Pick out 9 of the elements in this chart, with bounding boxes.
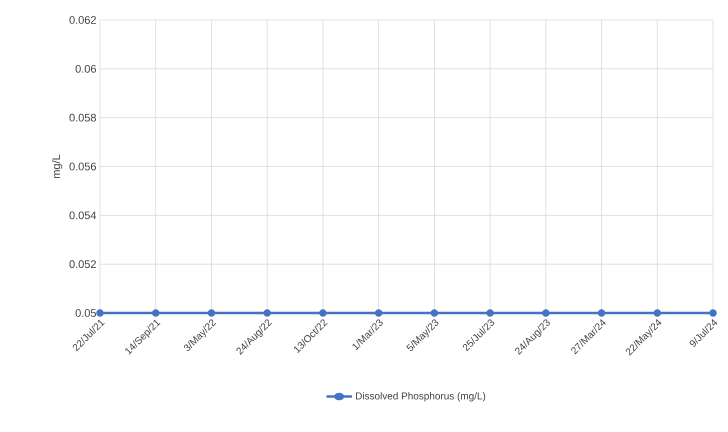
- y-axis-title: mg/L: [52, 154, 62, 178]
- y-tick-label: 0.058: [69, 114, 96, 122]
- y-tick-label: 0.05: [76, 309, 96, 317]
- y-tick-label: 0.052: [69, 260, 96, 268]
- y-tick-label: 0.06: [76, 64, 96, 73]
- y-tick-label: 0.062: [69, 16, 96, 24]
- legend-label: Dissolved Phosphorus (mg/L): [356, 392, 486, 402]
- y-tick-label: 0.056: [69, 162, 96, 170]
- y-tick-label: 0.054: [69, 211, 96, 220]
